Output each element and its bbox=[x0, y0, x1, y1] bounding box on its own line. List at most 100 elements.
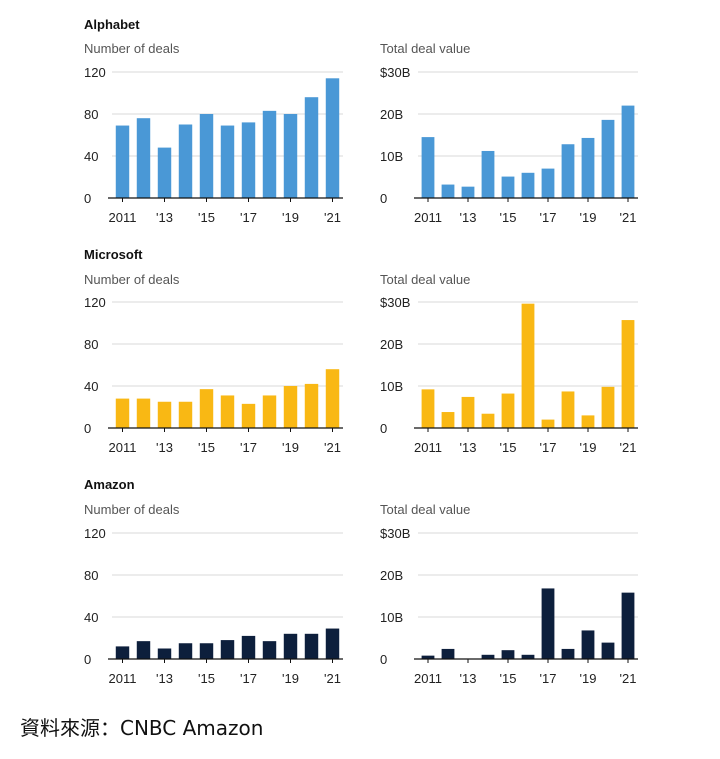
bar-2016 bbox=[220, 640, 235, 659]
x-tick-label: '19 bbox=[282, 440, 299, 455]
x-tick-label: 2011 bbox=[414, 210, 442, 225]
x-tick-label: '15 bbox=[198, 440, 215, 455]
chart-panel-1: Total deal value 0 10B 20B $30B 2011 '13 '15 '17… bbox=[380, 41, 638, 225]
y-tick-label: 120 bbox=[84, 526, 106, 541]
y-tick-label: 0 bbox=[84, 652, 91, 667]
bar-2014 bbox=[481, 654, 495, 659]
bar-2015 bbox=[501, 176, 515, 198]
bar-2012 bbox=[136, 641, 151, 659]
x-tick-label: 2011 bbox=[109, 671, 137, 686]
x-tick-label: '19 bbox=[580, 210, 597, 225]
y-tick-label: 10B bbox=[380, 379, 403, 394]
bar-2016 bbox=[521, 172, 535, 198]
bar-2020 bbox=[601, 642, 615, 659]
bar-2019 bbox=[581, 137, 595, 198]
chart-panel-2: Microsoft Number of deals 0 40 80 120 2011 '13 '… bbox=[84, 247, 343, 455]
y-tick-label: 120 bbox=[84, 295, 106, 310]
x-tick-label: 2011 bbox=[109, 440, 137, 455]
x-tick-label: '15 bbox=[500, 671, 517, 686]
x-tick-label: 2011 bbox=[414, 671, 442, 686]
x-tick-label: '13 bbox=[460, 671, 477, 686]
bar-2013 bbox=[461, 186, 475, 198]
y-tick-label: 40 bbox=[84, 610, 98, 625]
y-tick-label: 0 bbox=[84, 191, 91, 206]
panel-title: Number of deals bbox=[84, 272, 180, 287]
bar-2020 bbox=[601, 119, 615, 198]
y-tick-label: 0 bbox=[84, 421, 91, 436]
x-tick-label: '19 bbox=[580, 671, 597, 686]
bar-2019 bbox=[581, 415, 595, 428]
y-tick-label: 120 bbox=[84, 65, 106, 80]
bar-2021 bbox=[621, 592, 635, 659]
bar-2020 bbox=[304, 383, 319, 428]
charts-figure: Alphabet Number of deals 0 40 80 120 2011 '13 '1… bbox=[84, 17, 638, 686]
bar-2013 bbox=[157, 147, 172, 198]
bar-2011 bbox=[421, 655, 435, 659]
y-tick-label: 20B bbox=[380, 568, 403, 583]
x-tick-label: '17 bbox=[240, 210, 257, 225]
bar-2014 bbox=[481, 150, 495, 198]
bar-2015 bbox=[199, 643, 214, 659]
bar-2015 bbox=[501, 650, 515, 659]
bar-2014 bbox=[178, 124, 193, 198]
x-tick-label: '15 bbox=[198, 210, 215, 225]
x-tick-label: '15 bbox=[500, 440, 517, 455]
bar-2011 bbox=[115, 125, 130, 198]
y-tick-label: 0 bbox=[380, 191, 387, 206]
bar-2016 bbox=[521, 303, 535, 428]
source-caption: 資料來源：CNBC Amazon bbox=[20, 716, 264, 740]
y-tick-label: 0 bbox=[380, 421, 387, 436]
bar-2020 bbox=[304, 97, 319, 198]
bar-2012 bbox=[136, 118, 151, 198]
x-tick-label: '13 bbox=[156, 440, 173, 455]
chart-panel-4: Amazon Number of deals 0 40 80 120 2011 '13 '15 '… bbox=[84, 477, 343, 686]
y-tick-label: 10B bbox=[380, 149, 403, 164]
bar-2018 bbox=[262, 110, 277, 198]
bar-2014 bbox=[481, 413, 495, 428]
y-tick-label: 20B bbox=[380, 107, 403, 122]
bar-2014 bbox=[178, 643, 193, 659]
x-tick-label: '21 bbox=[324, 210, 341, 225]
x-tick-label: '15 bbox=[500, 210, 517, 225]
bar-2020 bbox=[304, 633, 319, 659]
bar-2015 bbox=[501, 393, 515, 428]
y-tick-label: 80 bbox=[84, 568, 98, 583]
bar-2018 bbox=[561, 144, 575, 198]
y-tick-label: $30B bbox=[380, 526, 410, 541]
x-tick-label: 2011 bbox=[414, 440, 442, 455]
y-tick-label: 10B bbox=[380, 610, 403, 625]
panel-title: Total deal value bbox=[380, 502, 470, 517]
x-tick-label: '13 bbox=[460, 440, 477, 455]
bar-2011 bbox=[115, 646, 130, 659]
bar-2021 bbox=[325, 78, 340, 198]
bar-2015 bbox=[199, 389, 214, 428]
bar-2014 bbox=[178, 401, 193, 428]
x-tick-label: '17 bbox=[240, 671, 257, 686]
company-title: Microsoft bbox=[84, 247, 143, 262]
x-tick-label: '19 bbox=[282, 210, 299, 225]
bar-2020 bbox=[601, 386, 615, 428]
bar-2019 bbox=[283, 386, 298, 428]
chart-panel-3: Total deal value 0 10B 20B $30B 2011 '13 '15 '17… bbox=[380, 272, 638, 455]
bar-2018 bbox=[561, 391, 575, 428]
y-tick-label: $30B bbox=[380, 295, 410, 310]
chart-panel-0: Alphabet Number of deals 0 40 80 120 2011 '13 '1… bbox=[84, 17, 343, 225]
y-tick-label: 80 bbox=[84, 337, 98, 352]
bar-2017 bbox=[241, 403, 256, 428]
x-tick-label: '13 bbox=[156, 671, 173, 686]
bar-2013 bbox=[157, 401, 172, 428]
bar-2011 bbox=[115, 398, 130, 428]
x-tick-label: '21 bbox=[324, 671, 341, 686]
panel-title: Total deal value bbox=[380, 272, 470, 287]
bar-2018 bbox=[262, 395, 277, 428]
bar-2017 bbox=[541, 588, 555, 659]
bar-2012 bbox=[441, 412, 455, 428]
bar-2013 bbox=[461, 396, 475, 428]
y-tick-label: $30B bbox=[380, 65, 410, 80]
x-tick-label: '17 bbox=[540, 210, 557, 225]
bar-2016 bbox=[220, 125, 235, 198]
x-tick-label: '21 bbox=[620, 671, 637, 686]
panel-title: Total deal value bbox=[380, 41, 470, 56]
y-tick-label: 80 bbox=[84, 107, 98, 122]
bar-2019 bbox=[283, 114, 298, 198]
